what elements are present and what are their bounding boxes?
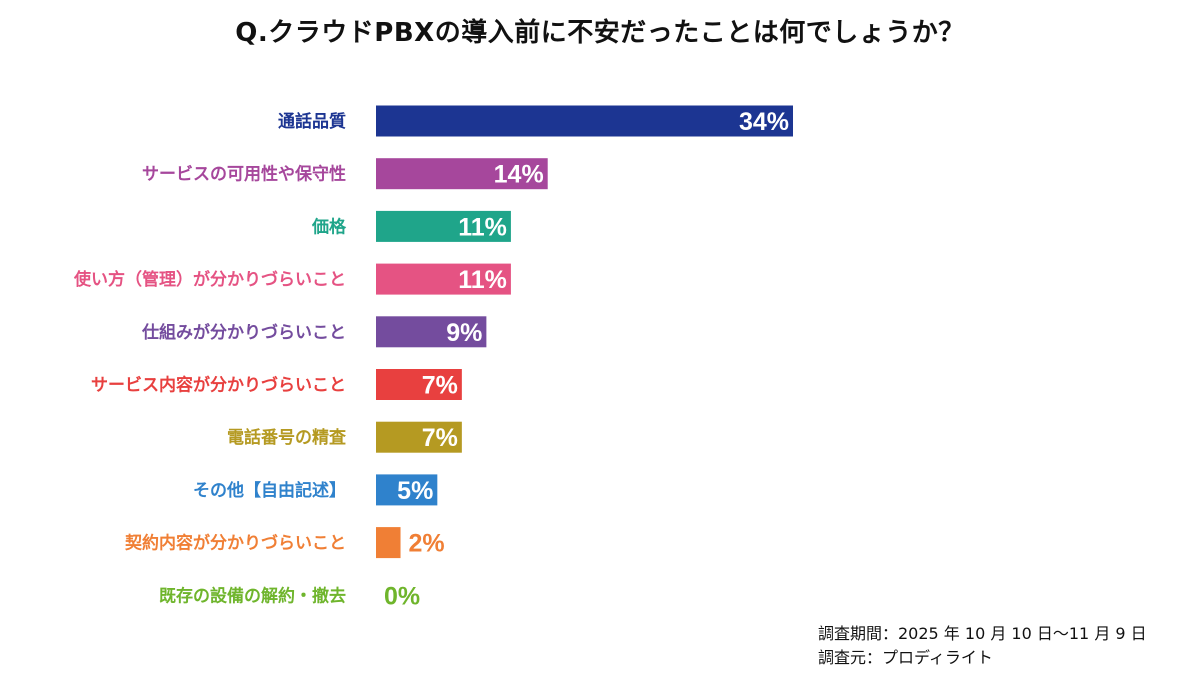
category-label: 通話品質	[278, 111, 346, 132]
category-label: 既存の設備の解約・撤去	[159, 585, 346, 606]
bar	[376, 263, 511, 295]
bar	[376, 105, 793, 137]
category-label: 電話番号の精査	[227, 427, 347, 448]
bar	[376, 158, 548, 190]
value-label: 7%	[422, 372, 458, 400]
chart-title: Q.クラウドPBXの導入前に不安だったことは何でしょうか？	[235, 18, 965, 48]
category-label: サービスの可用性や保守性	[142, 164, 346, 185]
value-label: 34%	[739, 108, 789, 136]
value-label: 11%	[458, 213, 507, 241]
bar	[376, 474, 438, 506]
value-label: 0%	[384, 582, 420, 610]
category-label: 仕組みが分かりづらいこと	[141, 322, 346, 343]
bar	[376, 369, 462, 400]
value-label: 9%	[446, 319, 482, 347]
survey-period: 調査期間：2025 年 10 月 10 日〜11 月 9 日	[818, 624, 1147, 643]
category-label: 使い方（管理）が分かりづらいこと	[73, 269, 346, 290]
category-label: サービス内容が分かりづらいこと	[91, 375, 346, 396]
value-label: 11%	[458, 266, 507, 294]
category-label: その他【自由記述】	[193, 480, 346, 501]
value-label: 2%	[409, 530, 445, 558]
value-label: 14%	[494, 161, 544, 189]
value-label: 5%	[397, 477, 433, 505]
footnote: 調査期間：2025 年 10 月 10 日〜11 月 9 日 調査元：プロディラ…	[818, 622, 1147, 670]
bar	[376, 210, 511, 242]
survey-source: 調査元：プロディライト	[818, 648, 993, 667]
category-label: 価格	[311, 216, 347, 237]
bar	[376, 421, 462, 453]
category-label: 契約内容が分かりづらいこと	[124, 533, 346, 554]
bar	[376, 527, 401, 559]
value-label: 7%	[422, 424, 458, 452]
bar	[376, 316, 487, 348]
